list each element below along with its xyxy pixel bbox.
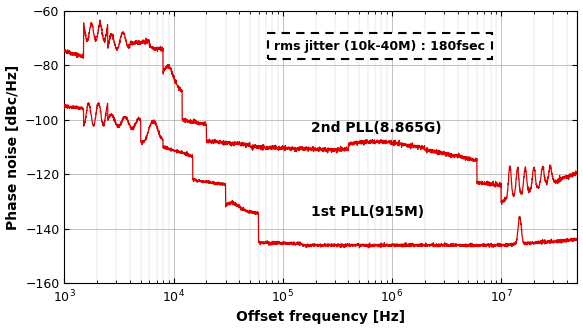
Text: 2nd PLL(8.865G): 2nd PLL(8.865G) bbox=[311, 121, 441, 135]
Y-axis label: Phase noise [dBc/Hz]: Phase noise [dBc/Hz] bbox=[6, 64, 20, 230]
Text: 1st PLL(915M): 1st PLL(915M) bbox=[311, 206, 424, 219]
X-axis label: Offset frequency [Hz]: Offset frequency [Hz] bbox=[236, 311, 405, 324]
Text: rms jitter (10k-40M) : 180fsec: rms jitter (10k-40M) : 180fsec bbox=[275, 40, 486, 52]
